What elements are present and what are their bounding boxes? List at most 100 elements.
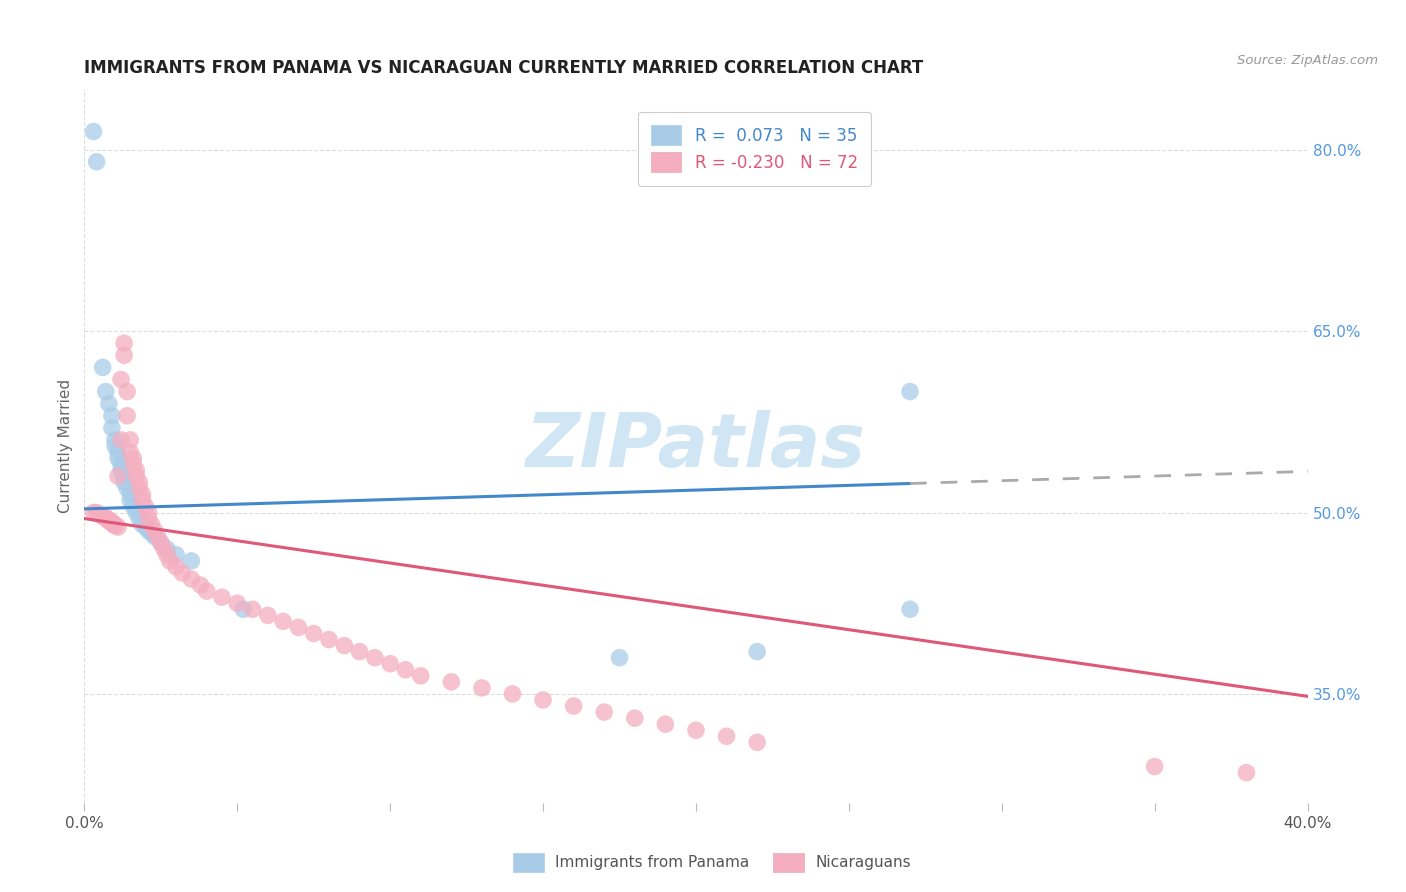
Text: Source: ZipAtlas.com: Source: ZipAtlas.com bbox=[1237, 54, 1378, 67]
Point bbox=[83, 124, 105, 138]
Point bbox=[898, 602, 921, 616]
Point bbox=[115, 409, 138, 423]
Point bbox=[110, 433, 132, 447]
Point bbox=[149, 535, 172, 549]
Point bbox=[440, 674, 463, 689]
Point bbox=[115, 384, 138, 399]
Point bbox=[685, 723, 707, 738]
Point bbox=[364, 650, 387, 665]
Point bbox=[107, 445, 129, 459]
Point bbox=[593, 705, 616, 719]
Point bbox=[654, 717, 676, 731]
Point bbox=[115, 481, 138, 495]
Point bbox=[91, 509, 114, 524]
Point bbox=[302, 626, 325, 640]
Point bbox=[165, 548, 187, 562]
Point bbox=[149, 535, 172, 549]
Point bbox=[112, 475, 135, 490]
Point bbox=[97, 397, 120, 411]
Point bbox=[180, 554, 202, 568]
Point bbox=[131, 517, 153, 532]
Point bbox=[143, 524, 166, 538]
Point bbox=[131, 493, 153, 508]
Point bbox=[101, 516, 124, 531]
Point bbox=[226, 596, 249, 610]
Point bbox=[104, 439, 127, 453]
Point bbox=[531, 693, 554, 707]
Y-axis label: Currently Married: Currently Married bbox=[58, 379, 73, 513]
Point bbox=[380, 657, 402, 671]
Point bbox=[172, 566, 194, 580]
Point bbox=[112, 336, 135, 351]
Point bbox=[257, 608, 280, 623]
Point bbox=[180, 572, 202, 586]
Text: IMMIGRANTS FROM PANAMA VS NICARAGUAN CURRENTLY MARRIED CORRELATION CHART: IMMIGRANTS FROM PANAMA VS NICARAGUAN CUR… bbox=[84, 59, 924, 77]
Point bbox=[159, 554, 181, 568]
Point bbox=[125, 469, 148, 483]
Point bbox=[94, 384, 117, 399]
Point bbox=[120, 493, 142, 508]
Point bbox=[125, 506, 148, 520]
Point bbox=[141, 526, 163, 541]
Point bbox=[409, 669, 432, 683]
Text: Nicaraguans: Nicaraguans bbox=[815, 855, 911, 870]
Legend: R =  0.073   N = 35, R = -0.230   N = 72: R = 0.073 N = 35, R = -0.230 N = 72 bbox=[638, 112, 872, 186]
Point bbox=[86, 154, 108, 169]
Point bbox=[101, 409, 124, 423]
Point bbox=[165, 560, 187, 574]
Point bbox=[143, 530, 166, 544]
Point bbox=[138, 511, 160, 525]
Point bbox=[232, 602, 254, 616]
Point bbox=[898, 384, 921, 399]
Point bbox=[349, 645, 371, 659]
Point bbox=[107, 520, 129, 534]
Point bbox=[104, 518, 127, 533]
Point bbox=[112, 348, 135, 362]
Point bbox=[128, 511, 150, 525]
Point bbox=[94, 511, 117, 525]
Point bbox=[609, 650, 631, 665]
Point bbox=[89, 508, 111, 522]
Point bbox=[287, 620, 309, 634]
Point bbox=[271, 615, 294, 629]
Point bbox=[195, 584, 218, 599]
Point bbox=[97, 513, 120, 527]
Point bbox=[122, 451, 145, 466]
Point bbox=[97, 514, 120, 528]
Text: Immigrants from Panama: Immigrants from Panama bbox=[555, 855, 749, 870]
Point bbox=[190, 578, 212, 592]
Text: ZIPatlas: ZIPatlas bbox=[526, 409, 866, 483]
Point bbox=[125, 463, 148, 477]
Point bbox=[120, 433, 142, 447]
Point bbox=[318, 632, 340, 647]
Point bbox=[110, 372, 132, 386]
Point bbox=[107, 469, 129, 483]
Point bbox=[138, 506, 160, 520]
Point bbox=[131, 487, 153, 501]
Point bbox=[624, 711, 647, 725]
Point bbox=[128, 475, 150, 490]
Point bbox=[747, 645, 769, 659]
Point bbox=[135, 500, 157, 514]
Point bbox=[110, 463, 132, 477]
Point bbox=[1143, 759, 1166, 773]
Point bbox=[86, 506, 108, 520]
Point bbox=[104, 433, 127, 447]
Point bbox=[716, 729, 738, 743]
Point bbox=[104, 517, 127, 532]
Point bbox=[471, 681, 494, 695]
Point bbox=[146, 530, 169, 544]
Point bbox=[120, 445, 142, 459]
Point bbox=[156, 541, 179, 556]
Point bbox=[101, 515, 124, 529]
Point bbox=[128, 481, 150, 495]
Point bbox=[156, 548, 179, 562]
Point bbox=[502, 687, 524, 701]
Point bbox=[747, 735, 769, 749]
Point bbox=[135, 520, 157, 534]
Point bbox=[394, 663, 416, 677]
Point bbox=[101, 421, 124, 435]
Point bbox=[138, 524, 160, 538]
Point bbox=[112, 469, 135, 483]
Point bbox=[333, 639, 356, 653]
